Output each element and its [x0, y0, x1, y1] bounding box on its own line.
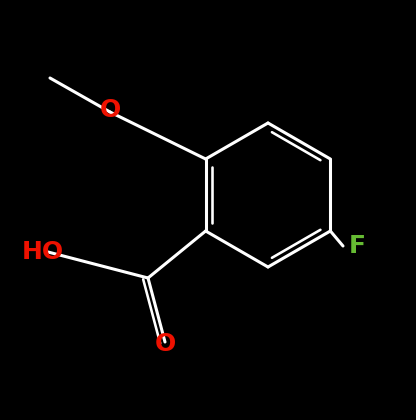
- Text: O: O: [99, 98, 121, 122]
- Text: HO: HO: [22, 240, 64, 264]
- Text: F: F: [349, 234, 366, 258]
- Text: O: O: [154, 332, 176, 356]
